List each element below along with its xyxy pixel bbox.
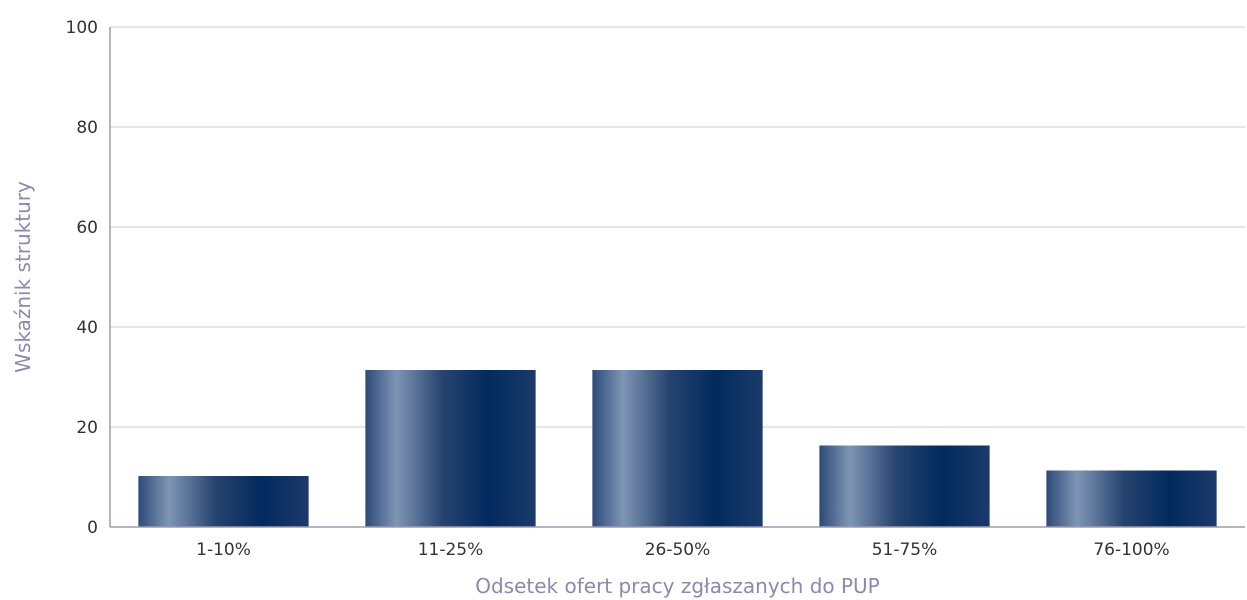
bar	[365, 370, 536, 527]
bar	[819, 445, 990, 527]
y-tick-label: 60	[76, 218, 98, 238]
x-tick-label: 76-100%	[1093, 540, 1169, 560]
y-tick-label: 20	[76, 418, 98, 438]
x-axis-ticks: 1-10% 11-25% 26-50% 51-75% 76-100%	[196, 540, 1170, 560]
bar	[592, 370, 763, 527]
x-axis-title: Odsetek ofert pracy zgłaszanych do PUP	[475, 574, 880, 598]
bar	[138, 476, 309, 527]
bars	[138, 370, 1217, 527]
x-tick-label: 11-25%	[418, 540, 484, 560]
gridlines	[110, 26, 1245, 428]
y-tick-label: 100	[66, 18, 98, 38]
y-tick-label: 40	[76, 318, 98, 338]
y-tick-label: 80	[76, 118, 98, 138]
bar	[1046, 470, 1217, 527]
y-axis-ticks: 0 20 40 60 80 100	[66, 18, 98, 538]
x-tick-label: 26-50%	[645, 540, 711, 560]
y-axis-title: Wskaźnik struktury	[11, 181, 35, 373]
y-tick-label: 0	[87, 518, 98, 538]
x-tick-label: 51-75%	[872, 540, 938, 560]
x-tick-label: 1-10%	[196, 540, 251, 560]
